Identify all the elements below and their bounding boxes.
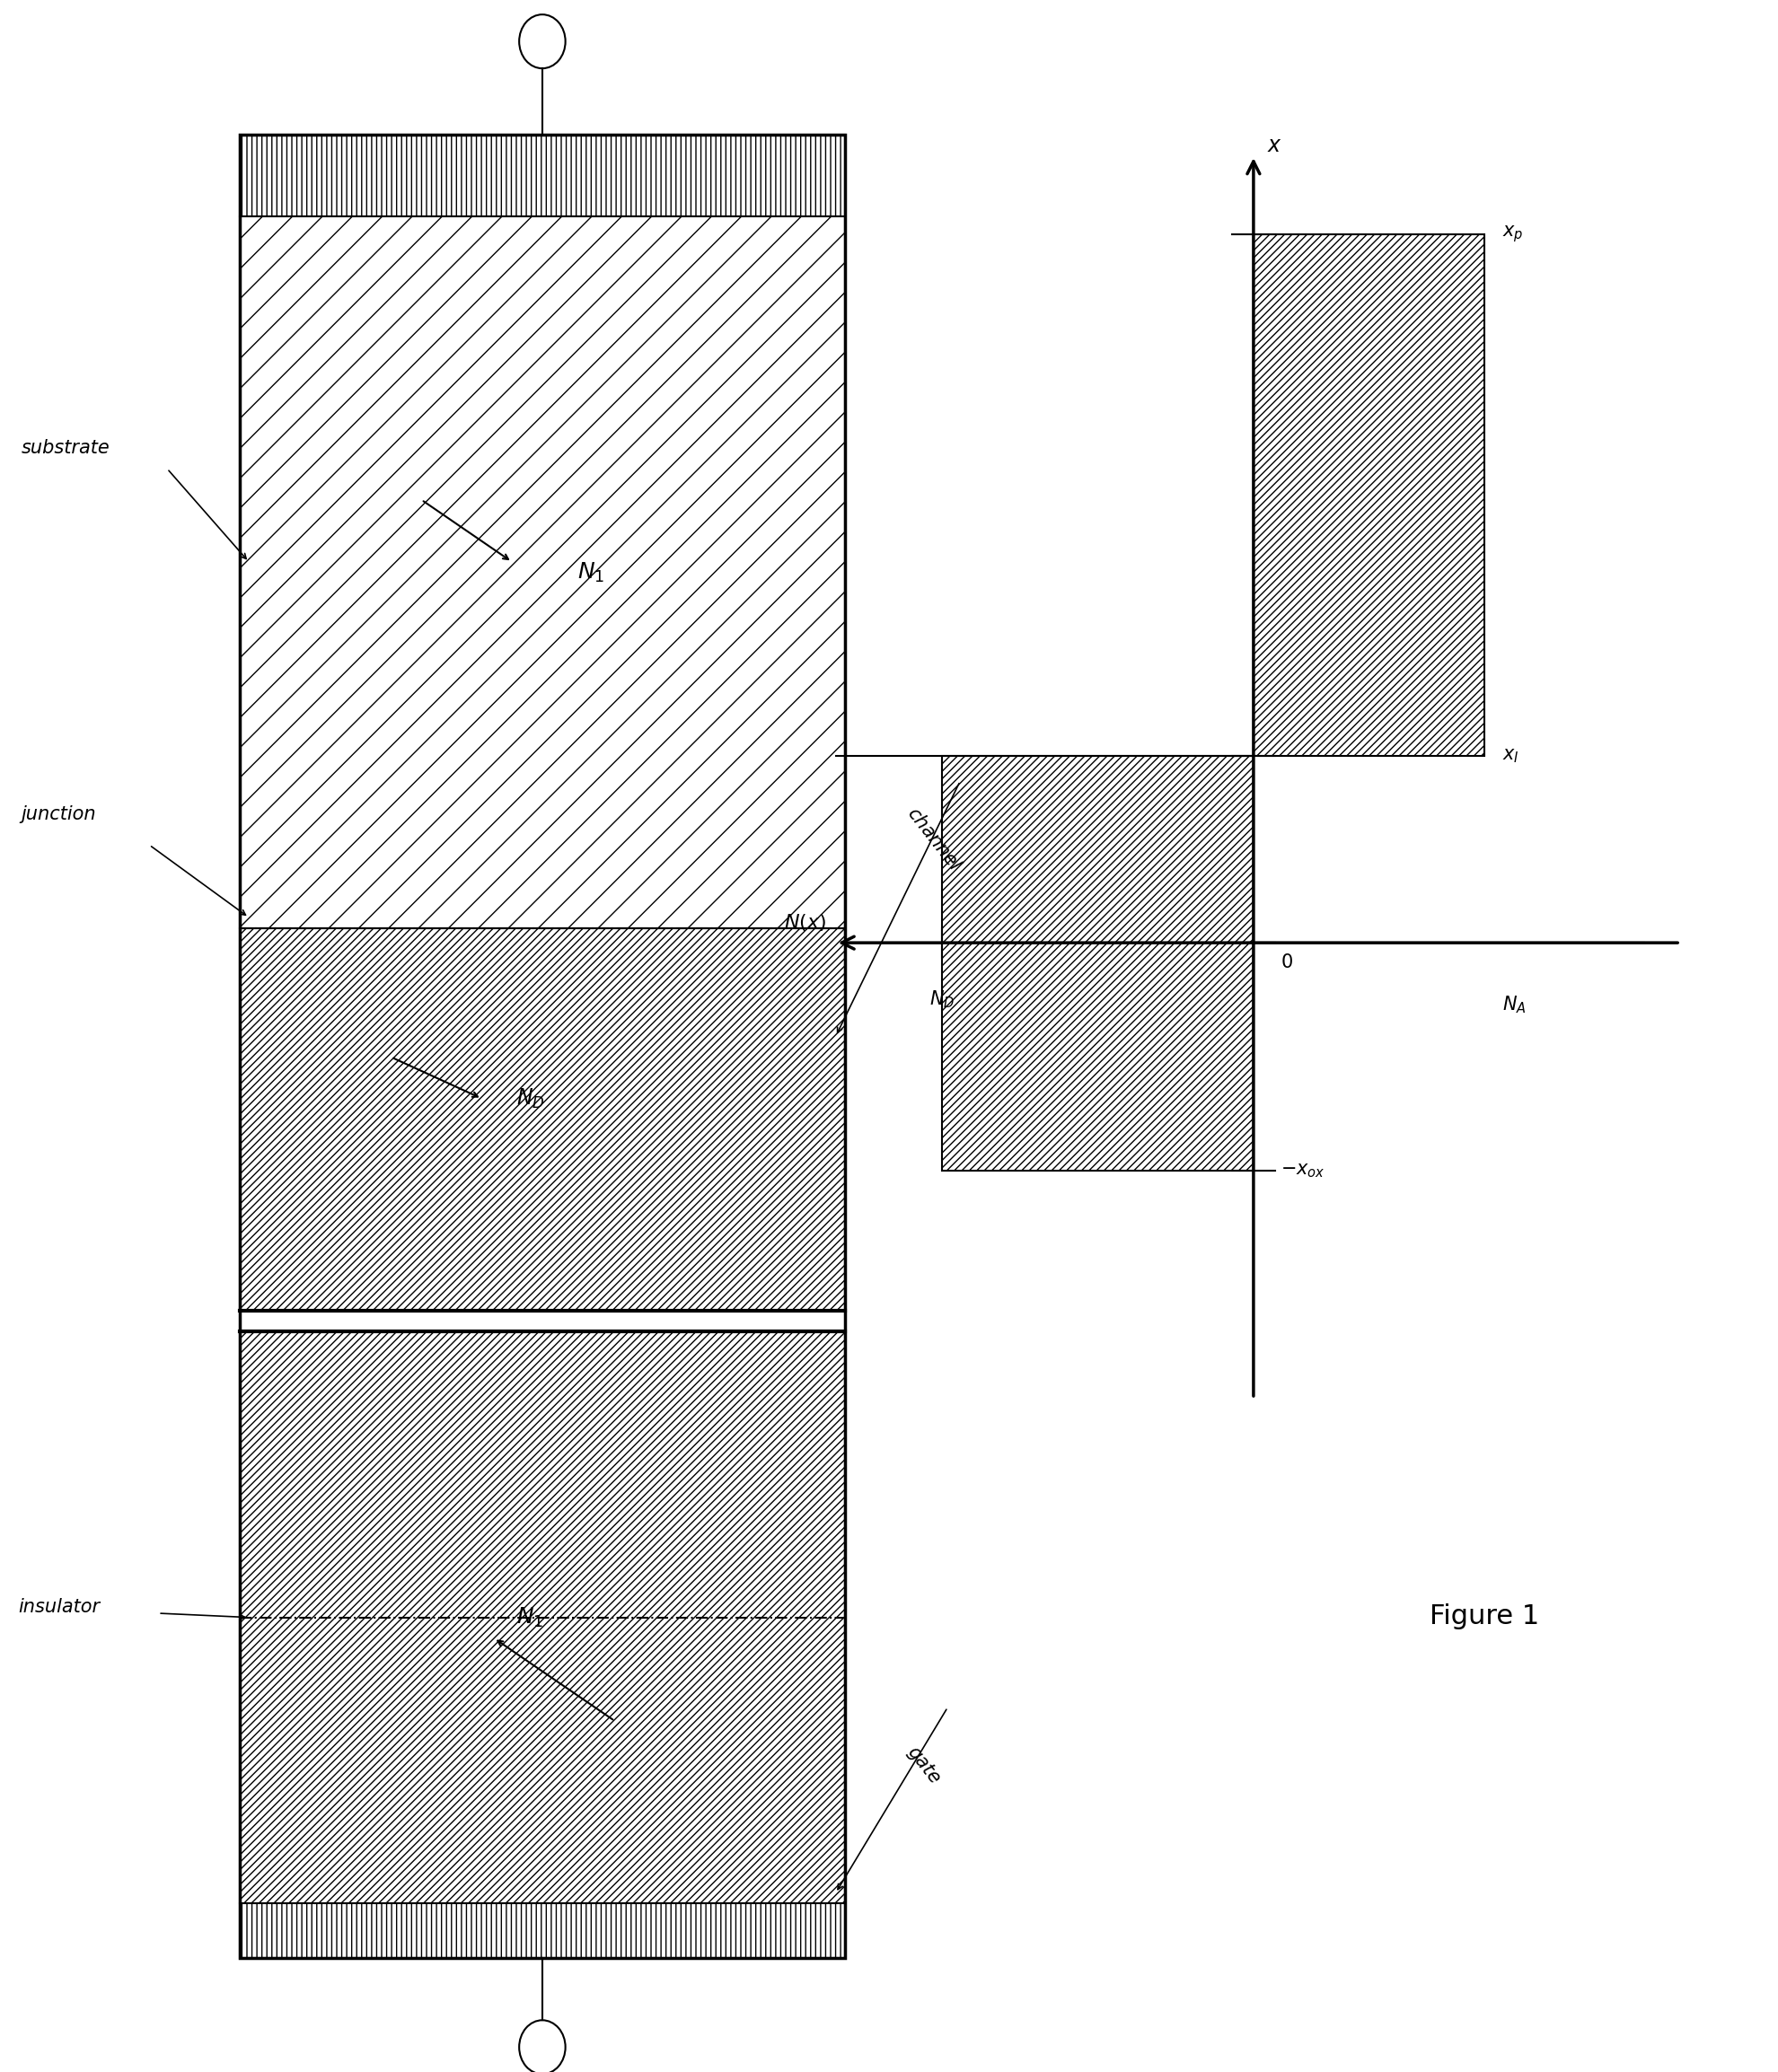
- Text: $N(x)$: $N(x)$: [784, 912, 827, 932]
- Text: substrate: substrate: [21, 439, 110, 458]
- Text: insulator: insulator: [18, 1598, 100, 1616]
- Text: $x_p$: $x_p$: [1502, 224, 1524, 244]
- Bar: [240, 218, 845, 928]
- Text: gate: gate: [903, 1743, 944, 1788]
- Bar: [240, 1904, 845, 1958]
- Text: $N_D$: $N_D$: [930, 988, 955, 1009]
- Bar: [1253, 234, 1485, 756]
- Bar: [942, 756, 1253, 1171]
- Bar: [240, 1312, 845, 1332]
- Text: $N_A$: $N_A$: [1502, 995, 1526, 1015]
- Bar: [240, 1332, 845, 1904]
- Bar: [240, 135, 845, 218]
- Text: channel: channel: [903, 804, 964, 874]
- Text: Figure 1: Figure 1: [1430, 1604, 1540, 1629]
- Bar: [240, 928, 845, 1312]
- Text: $N_1$: $N_1$: [517, 1606, 544, 1629]
- Text: $x_I$: $x_I$: [1502, 748, 1520, 765]
- Text: x: x: [1268, 135, 1280, 155]
- Text: junction: junction: [21, 804, 96, 823]
- Text: $N_D$: $N_D$: [516, 1088, 544, 1111]
- Text: $0$: $0$: [1280, 953, 1293, 972]
- Bar: [240, 135, 845, 1958]
- Text: $N_1$: $N_1$: [578, 562, 605, 584]
- Text: $-x_{ox}$: $-x_{ox}$: [1280, 1162, 1325, 1179]
